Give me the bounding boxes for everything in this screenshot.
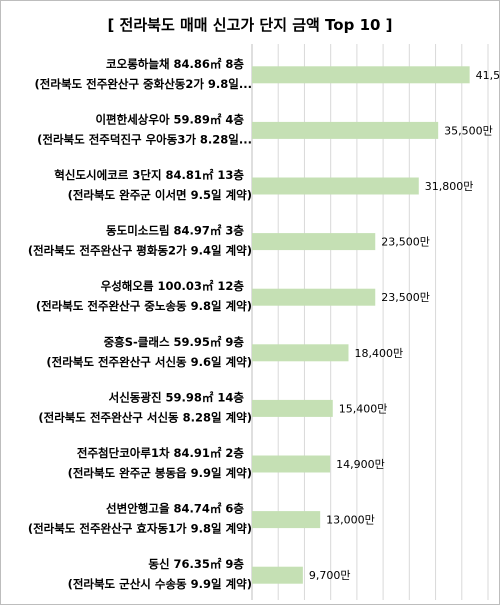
category-name: 동도미소드림 84.97㎡ 3층 — [106, 224, 244, 238]
category-name: 전주첨단코아루1차 84.91㎡ 2층 — [77, 446, 245, 460]
data-label: 35,500만 — [444, 124, 493, 137]
data-label: 23,500만 — [381, 291, 430, 304]
bar — [252, 455, 331, 473]
bar — [252, 566, 303, 584]
bar — [252, 511, 321, 529]
bar — [252, 399, 333, 417]
bar — [252, 121, 439, 139]
category-detail: (전라북도 전주완산구 중노송동 9.8일 계약) — [36, 299, 252, 313]
bar — [252, 177, 419, 195]
category-name: 중흥S-클래스 59.95㎡ 9층 — [104, 335, 245, 349]
data-label: 9,700만 — [309, 569, 351, 582]
bar — [252, 66, 470, 84]
data-label: 18,400만 — [354, 347, 403, 360]
bars — [252, 66, 470, 584]
data-label: 14,900만 — [336, 458, 385, 471]
category-detail: (전라북도 전주덕진구 우아동3가 8.28일... — [37, 132, 252, 146]
category-detail: (전라북도 전주완산구 서신동 8.28일 계약) — [38, 410, 252, 424]
chart-title: [ 전라북도 매매 신고가 단지 금액 Top 10 ] — [107, 16, 393, 34]
category-detail: (전라북도 완주군 봉동읍 9.9일 계약) — [68, 466, 252, 480]
category-name: 선변안행고을 84.74㎡ 6층 — [106, 502, 244, 516]
category-detail: (전라북도 군산시 수송동 9.9일 계약) — [68, 577, 252, 591]
category-detail: (전라북도 완주군 이서면 9.5일 계약) — [68, 188, 252, 202]
category-name: 코오롱하늘채 84.86㎡ 8층 — [106, 57, 244, 71]
category-detail: (전라북도 전주완산구 평화동2가 9.4일 계약) — [28, 244, 252, 258]
category-labels: 코오롱하늘채 84.86㎡ 8층 (전라북도 전주완산구 중화산동2가 9.8일.… — [28, 57, 252, 591]
category-detail: (전라북도 전주완산구 효자동1가 9.8일 계약) — [28, 522, 252, 536]
data-label: 15,400만 — [339, 402, 388, 415]
bar — [252, 288, 376, 306]
data-label: 13,000만 — [326, 514, 375, 527]
category-name: 이편한세상우아 59.89㎡ 4층 — [95, 112, 244, 126]
bar — [252, 233, 376, 251]
data-label: 23,500만 — [381, 236, 430, 249]
category-name: 우성해오름 100.03㎡ 12층 — [101, 279, 245, 293]
value-labels: 41,500만 35,500만 31,800만 23,500만 23,500만 18,40… — [309, 69, 500, 582]
category-name: 혁신도시에코르 3단지 84.81㎡ 13층 — [54, 168, 244, 182]
category-name: 서신동광진 59.98㎡ 14층 — [109, 390, 245, 404]
category-detail: (전라북도 전주완산구 중화산동2가 9.8일... — [35, 77, 252, 91]
category-name: 동신 76.35㎡ 9층 — [148, 557, 244, 571]
data-label: 31,800만 — [425, 180, 474, 193]
data-label: 41,500만 — [476, 69, 500, 82]
bar — [252, 344, 349, 362]
category-detail: (전라북도 전주완산구 서신동 9.6일 계약) — [46, 355, 252, 369]
